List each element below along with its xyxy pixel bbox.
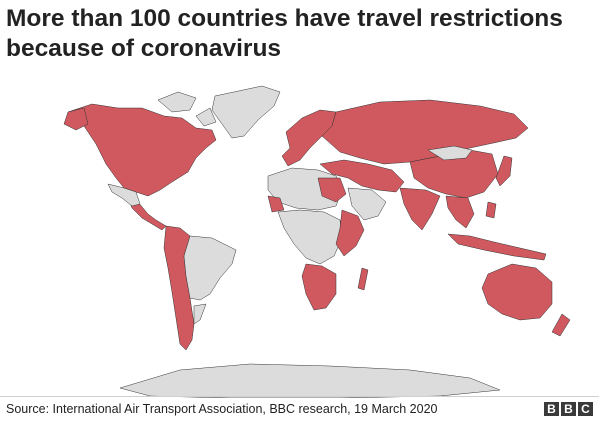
region-north-africa-egypt: [317, 177, 347, 203]
region-canadian-arctic: [157, 91, 217, 127]
region-greenland: [211, 85, 281, 139]
region-japan: [495, 155, 513, 187]
region-east-africa: [335, 209, 365, 257]
region-mexico: [107, 183, 141, 207]
region-europe: [281, 109, 337, 167]
region-north-america: [67, 103, 217, 197]
chart-title: More than 100 countries have travel rest…: [6, 5, 563, 62]
bbc-logo-letter: B: [544, 402, 559, 416]
region-alaska: [63, 107, 89, 131]
region-central-america: [127, 197, 167, 231]
bbc-logo: B B C: [544, 402, 593, 416]
region-mauritania-west: [267, 195, 285, 213]
region-south-asia: [399, 187, 441, 231]
bbc-logo-letter: B: [561, 402, 576, 416]
source-text: Source: International Air Transport Asso…: [6, 402, 438, 416]
region-madagascar: [357, 267, 369, 291]
region-brazil: [183, 235, 237, 301]
footer: Source: International Air Transport Asso…: [0, 396, 599, 422]
region-antarctica: [119, 363, 501, 398]
world-map: [63, 85, 571, 398]
region-middle-east: [319, 159, 405, 193]
region-southern-africa: [301, 263, 337, 311]
region-philippines: [485, 201, 497, 219]
region-indonesia: [447, 233, 547, 261]
region-russia: [321, 99, 529, 165]
region-central-africa: [277, 209, 343, 265]
region-new-zealand: [551, 313, 571, 337]
region-arabian-peninsula: [347, 187, 387, 221]
region-southeast-asia: [445, 195, 475, 229]
region-mongolia: [427, 145, 473, 161]
region-argentina-east: [193, 303, 207, 325]
region-australia: [481, 263, 553, 321]
bbc-logo-letter: C: [578, 402, 593, 416]
